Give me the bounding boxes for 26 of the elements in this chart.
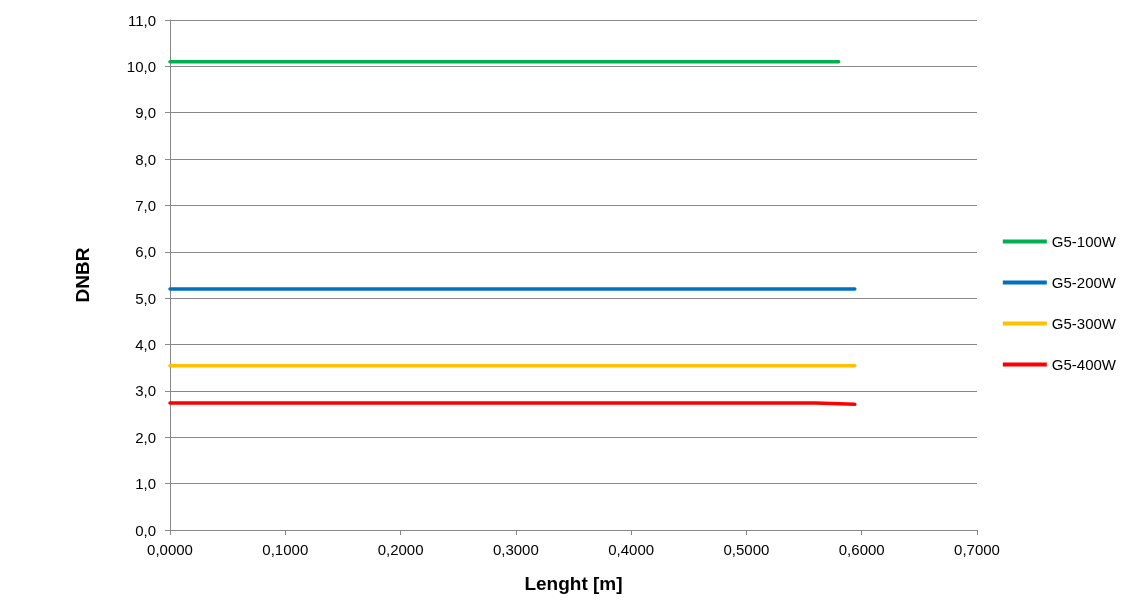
legend-label: G5-300W — [1051, 315, 1117, 332]
x-tick-label: 0,7000 — [954, 541, 1000, 558]
y-tick-label: 1,0 — [135, 475, 156, 493]
y-tick-label: 11,0 — [127, 11, 156, 29]
legend-label: G5-400W — [1051, 356, 1117, 373]
y-tick-label: 10,0 — [126, 57, 156, 75]
x-tick-label: 0,2000 — [377, 541, 424, 558]
y-axis-title: DNBR — [72, 247, 93, 303]
x-tick-label: 0,4000 — [608, 541, 655, 558]
x-tick-label: 0,0000 — [147, 541, 193, 558]
legend-label: G5-100W — [1051, 233, 1117, 250]
y-tick-label: 8,0 — [135, 150, 156, 168]
x-tick-label: 0,1000 — [262, 541, 309, 558]
x-tick-label: 0,3000 — [492, 541, 539, 558]
x-tick-label: 0,6000 — [838, 541, 885, 558]
y-tick-label: 4,0 — [135, 336, 156, 354]
legend-label: G5-200W — [1051, 274, 1117, 291]
y-tick-label: 9,0 — [135, 104, 156, 122]
y-tick-label: 7,0 — [135, 196, 156, 214]
y-tick-label: 2,0 — [135, 428, 156, 446]
y-tick-label: 5,0 — [135, 289, 156, 307]
x-tick-label: 0,5000 — [723, 541, 770, 558]
y-tick-label: 3,0 — [135, 382, 156, 400]
x-axis-title: Lenght [m] — [524, 573, 623, 594]
y-tick-label: 6,0 — [135, 243, 156, 261]
y-tick-label: 0,0 — [135, 521, 156, 539]
